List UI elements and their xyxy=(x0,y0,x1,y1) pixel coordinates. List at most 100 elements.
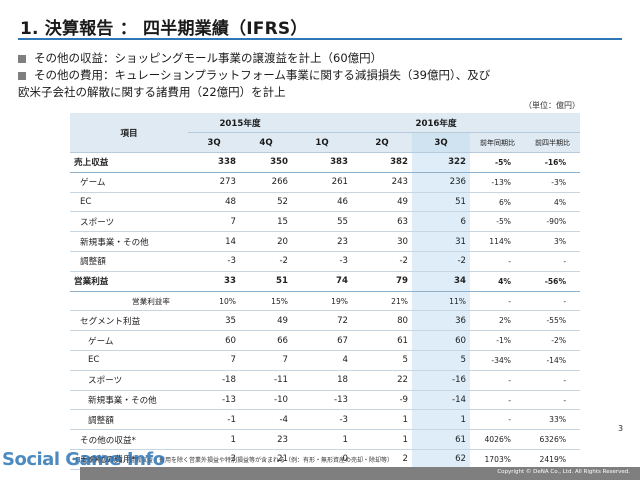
header-col: 2Q xyxy=(352,132,413,154)
cell-value: 23 xyxy=(240,429,293,451)
cell-qoq: -16% xyxy=(525,152,581,173)
cell-value: 1 xyxy=(352,429,413,451)
title-underline xyxy=(18,38,622,40)
cell-qoq: -55% xyxy=(525,310,581,332)
cell-qoq: -14% xyxy=(525,350,581,371)
cell-value: 322 xyxy=(412,152,471,173)
row-label: 営業利益率 xyxy=(70,291,188,312)
cell-qoq: -56% xyxy=(525,271,581,292)
cell-qoq: -90% xyxy=(525,211,581,233)
table-row: EC 7 7 4 5 5 -34% -14% xyxy=(70,350,581,371)
table-row: 新規事業・その他 14 20 23 30 31 114% 3% xyxy=(70,231,581,253)
cell-yoy: 2% xyxy=(470,310,526,332)
cell-value: -1 xyxy=(188,409,240,431)
cell-value: 60 xyxy=(188,330,240,352)
cell-yoy: 4% xyxy=(470,271,526,292)
cell-value: 20 xyxy=(240,231,293,253)
cell-yoy: -13% xyxy=(470,172,526,193)
bullet-item-other-income: その他の収益：ショッピングモール事業の譲渡益を計上（60億円） xyxy=(18,50,628,67)
copyright: Copyright © DeNA Co., Ltd. All Rights Re… xyxy=(497,469,630,475)
cell-value: -18 xyxy=(188,370,240,391)
cell-yoy: 4026% xyxy=(470,429,526,451)
cell-value: 74 xyxy=(292,271,353,292)
cell-value: 7 xyxy=(188,211,240,233)
table-body: 売上収益 338 350 383 382 322 -5% -16% ゲーム 273 266 261 24… xyxy=(70,152,581,470)
cell-value: 15% xyxy=(240,291,293,312)
header-qoq: 前四半期比 xyxy=(525,132,581,154)
cell-value: 10% xyxy=(188,291,240,312)
row-label: 新規事業・その他 xyxy=(70,390,188,411)
header-col: 3Q xyxy=(412,132,471,154)
unit-label: （単位：億円） xyxy=(524,101,580,110)
cell-yoy: - xyxy=(470,409,526,431)
cell-value: 31 xyxy=(412,231,471,253)
cell-value: 51 xyxy=(412,192,471,213)
cell-value: 55 xyxy=(292,211,353,233)
cell-value: -14 xyxy=(412,390,471,411)
cell-value: 36 xyxy=(412,310,471,332)
cell-value: 66 xyxy=(240,330,293,352)
table-row: 調整額 -3 -2 -3 -2 -2- - xyxy=(70,251,581,272)
cell-value: 60 xyxy=(412,330,471,352)
cell-value: 34 xyxy=(412,271,471,292)
cell-qoq: - xyxy=(525,370,581,391)
cell-value: -3 xyxy=(292,409,353,431)
row-label: スポーツ xyxy=(70,370,188,391)
cell-qoq: -3% xyxy=(525,172,581,193)
cell-value: -3 xyxy=(292,251,353,272)
cell-qoq: - xyxy=(525,291,581,312)
cell-value: 35 xyxy=(188,310,240,332)
row-label: EC xyxy=(70,350,188,371)
watermark-logo: Social Game Info xyxy=(2,449,165,470)
cell-yoy: -1% xyxy=(470,330,526,352)
cell-qoq: - xyxy=(525,390,581,411)
cell-yoy: - xyxy=(470,291,526,312)
cell-value: -11 xyxy=(240,370,293,391)
table-row: その他の収益* 1 23 1 1 61 4026% 6326% xyxy=(70,429,581,451)
cell-value: -13 xyxy=(292,390,353,411)
cell-value: 1 xyxy=(292,429,353,451)
cell-value: 33 xyxy=(188,271,240,292)
cell-value: 49 xyxy=(352,192,413,213)
table-row: その他の費用* 3 21 0 2 62 1703% 2419% xyxy=(70,449,581,470)
cell-qoq: - xyxy=(525,251,581,272)
row-label: 営業利益 xyxy=(70,271,188,292)
cell-yoy: - xyxy=(470,251,526,272)
cell-value: 7 xyxy=(188,350,240,371)
cell-yoy: -5% xyxy=(470,152,526,173)
header-yoy: 前年同期比 xyxy=(470,132,526,154)
header-col: 1Q xyxy=(292,132,353,154)
table-row: ゲーム 60 66 67 61 60 -1% -2% xyxy=(70,330,581,352)
cell-value: 51 xyxy=(240,271,293,292)
row-label: その他の収益* xyxy=(70,429,188,451)
table-row: 新規事業・その他 -13 -10 -13 -9 -14- - xyxy=(70,390,581,411)
cell-value: 236 xyxy=(412,172,471,193)
cell-yoy: - xyxy=(470,390,526,411)
table-row: セグメント利益 35 49 72 80 36 2% -55% xyxy=(70,310,581,332)
header-item: 項目 xyxy=(70,113,188,154)
row-label: EC xyxy=(70,192,188,213)
table-row: スポーツ 7 15 55 63 6 -5% -90% xyxy=(70,211,581,233)
cell-value: 266 xyxy=(240,172,293,193)
cell-qoq: -2% xyxy=(525,330,581,352)
header-fy2016: 2016年度 xyxy=(292,113,581,134)
table-row: 売上収益 338 350 383 382 322 -5% -16% xyxy=(70,152,581,173)
table-row: ゲーム 273 266 261 243 236 -13% -3% xyxy=(70,172,581,193)
table-row: 営業利益率 10% 15% 19% 21% 11% - - xyxy=(70,291,581,312)
cell-qoq: 4% xyxy=(525,192,581,213)
cell-value: 19% xyxy=(292,291,353,312)
table-row: 調整額 -1 -4 -3 1 1-33% xyxy=(70,409,581,431)
cell-value: 338 xyxy=(188,152,240,173)
cell-value: 52 xyxy=(240,192,293,213)
bullet-text: その他の収益：ショッピングモール事業の譲渡益を計上（60億円） xyxy=(34,51,383,65)
cell-yoy: -34% xyxy=(470,350,526,371)
bullet-text: その他の費用：キュレーションプラットフォーム事業に関する減損損失（39億円）、及… xyxy=(34,68,491,82)
row-label: 調整額 xyxy=(70,409,188,431)
cell-value: 383 xyxy=(292,152,353,173)
cell-value: 350 xyxy=(240,152,293,173)
cell-value: 14 xyxy=(188,231,240,253)
cell-value: 46 xyxy=(292,192,353,213)
cell-value: 22 xyxy=(352,370,413,391)
cell-value: 72 xyxy=(292,310,353,332)
cell-value: -3 xyxy=(188,251,240,272)
